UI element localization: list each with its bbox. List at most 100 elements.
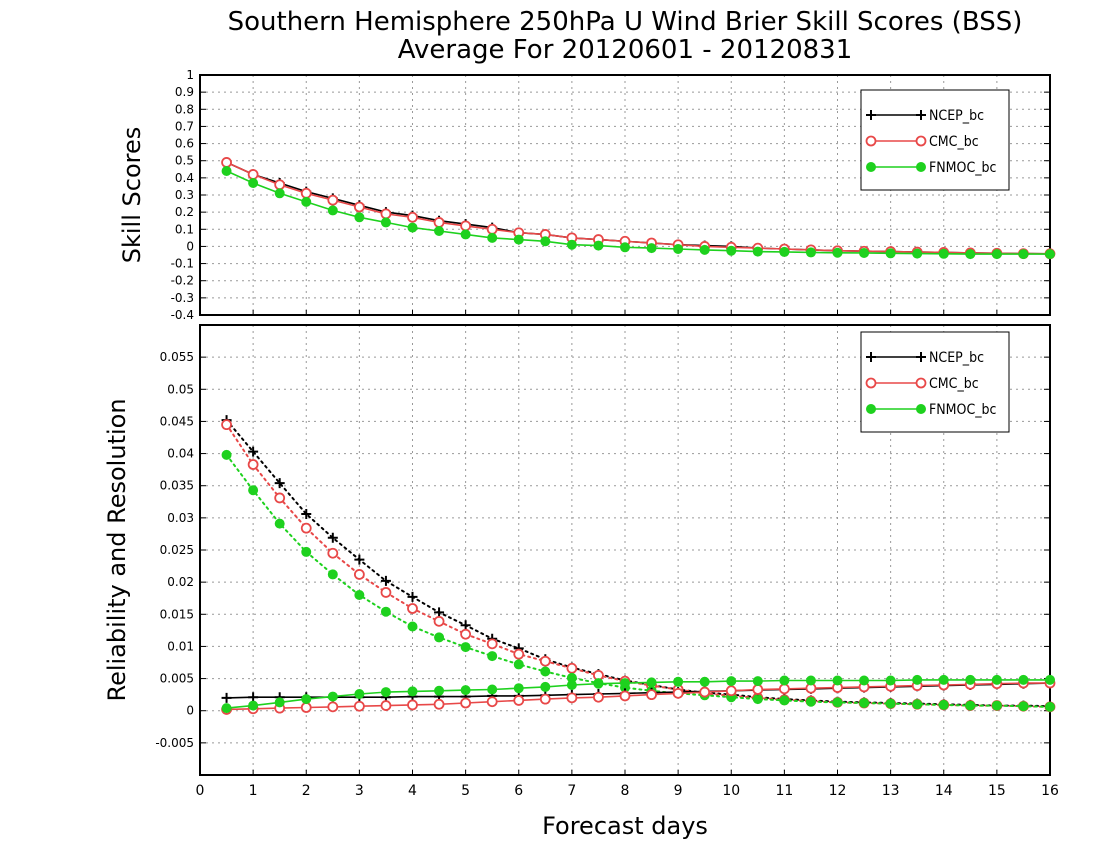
data-point-NCEP_bc bbox=[274, 478, 285, 489]
y-tick-label: 0.01 bbox=[167, 639, 194, 653]
data-point-CMC_bc bbox=[566, 692, 578, 704]
data-point-FNMOC_bc bbox=[779, 695, 790, 706]
y-axis-label: Reliability and Resolution bbox=[103, 398, 131, 701]
data-point-NCEP_bc bbox=[434, 607, 445, 618]
data-point-FNMOC_bc bbox=[540, 236, 551, 247]
legend: NCEP_bc CMC_bc FNMOC_bc bbox=[860, 331, 1010, 433]
data-point-CMC_bc bbox=[353, 700, 365, 712]
data-point-FNMOC_bc bbox=[593, 678, 604, 689]
legend-label-NCEP_bc: NCEP_bc bbox=[929, 108, 984, 124]
data-point-FNMOC_bc bbox=[248, 700, 259, 711]
y-tick-label: 0.03 bbox=[167, 511, 194, 525]
data-point-CMC_bc bbox=[752, 684, 764, 695]
data-point-CMC_bc bbox=[300, 187, 312, 199]
top-panel-skill-scores: -0.4 -0.3 -0.2 -0.1 0 0.1 0.2 0.3 0.4 0.5 0.6 0.7 0.… bbox=[118, 68, 1056, 322]
y-tick-label: 0.6 bbox=[175, 137, 194, 151]
data-point-FNMOC_bc bbox=[513, 234, 524, 245]
data-point-CMC_bc bbox=[619, 690, 631, 702]
data-point-FNMOC_bc bbox=[407, 621, 418, 632]
y-tick-label: 1 bbox=[186, 68, 194, 82]
data-point-FNMOC_bc bbox=[460, 229, 471, 240]
data-point-FNMOC_bc bbox=[460, 685, 471, 696]
data-point-FNMOC_bc bbox=[380, 687, 391, 698]
x-tick-label: 10 bbox=[722, 783, 740, 799]
x-axis-label: Forecast days bbox=[542, 812, 708, 840]
y-tick-label: 0.005 bbox=[160, 672, 194, 686]
data-point-legend-FNMOC_bc bbox=[866, 162, 876, 172]
data-point-legend-FNMOC_bc bbox=[866, 404, 876, 414]
data-point-FNMOC_bc bbox=[487, 651, 498, 662]
data-point-FNMOC_bc bbox=[832, 697, 843, 708]
y-tick-label: 0.5 bbox=[175, 154, 194, 168]
data-point-CMC_bc bbox=[433, 615, 445, 627]
data-point-CMC_bc bbox=[274, 179, 286, 191]
x-tick-label: 16 bbox=[1041, 783, 1059, 799]
data-point-FNMOC_bc bbox=[991, 700, 1002, 711]
y-tick-label: 0.015 bbox=[160, 607, 194, 621]
data-point-FNMOC_bc bbox=[832, 247, 843, 258]
series-line-FNMOC_bc bbox=[225, 453, 1051, 708]
data-point-FNMOC_bc bbox=[540, 666, 551, 677]
y-tick-label: 0.2 bbox=[175, 205, 194, 219]
y-tick-label: -0.005 bbox=[155, 736, 194, 750]
x-tick-label: 5 bbox=[461, 783, 470, 799]
y-tick-label: 0.02 bbox=[167, 575, 194, 589]
data-point-FNMOC_bc bbox=[221, 166, 232, 176]
data-point-CMC_bc bbox=[539, 693, 551, 705]
data-point-CMC_bc bbox=[566, 662, 578, 674]
data-point-FNMOC_bc bbox=[327, 569, 338, 580]
y-tick-label: 0.7 bbox=[175, 119, 194, 133]
data-point-FNMOC_bc bbox=[965, 249, 976, 260]
data-point-FNMOC_bc bbox=[513, 683, 524, 694]
data-point-CMC_bc bbox=[353, 569, 365, 580]
legend-label-NCEP_bc: NCEP_bc bbox=[929, 350, 984, 366]
x-tick-label: 7 bbox=[567, 783, 576, 799]
data-point-FNMOC_bc bbox=[301, 546, 312, 557]
data-point-FNMOC_bc bbox=[885, 248, 896, 259]
data-point-NCEP_bc bbox=[248, 692, 259, 703]
y-tick-label: 0.1 bbox=[175, 222, 194, 236]
x-tick-label: 0 bbox=[196, 783, 205, 799]
data-point-NCEP_bc bbox=[354, 554, 365, 565]
data-point-CMC_bc bbox=[221, 419, 232, 431]
data-point-FNMOC_bc bbox=[380, 606, 391, 617]
y-tick-label: 0.3 bbox=[175, 188, 194, 202]
data-point-CMC_bc bbox=[407, 211, 418, 223]
plot-frame bbox=[199, 74, 1051, 316]
data-point-FNMOC_bc bbox=[248, 485, 259, 496]
data-point-FNMOC_bc bbox=[434, 685, 445, 696]
series-line-NCEP_bc bbox=[225, 419, 1051, 708]
data-point-FNMOC_bc bbox=[859, 675, 870, 686]
data-point-FNMOC_bc bbox=[965, 674, 976, 685]
data-point-FNMOC_bc bbox=[912, 248, 923, 259]
series-NCEP_bc-solid bbox=[221, 678, 1055, 703]
data-point-FNMOC_bc bbox=[991, 249, 1002, 260]
data-point-CMC_bc bbox=[327, 547, 339, 559]
data-point-CMC_bc bbox=[486, 696, 498, 708]
data-point-CMC_bc bbox=[699, 686, 711, 698]
data-point-CMC_bc bbox=[247, 459, 259, 470]
y-tick-label: 0.055 bbox=[160, 350, 194, 364]
data-point-FNMOC_bc bbox=[301, 196, 312, 207]
data-point-FNMOC_bc bbox=[859, 698, 870, 708]
data-point-FNMOC_bc bbox=[434, 226, 445, 236]
data-point-NCEP_bc bbox=[380, 575, 391, 586]
x-tick-label: 8 bbox=[621, 783, 630, 799]
legend: NCEP_bc CMC_bc FNMOC_bc bbox=[860, 89, 1010, 191]
data-point-CMC_bc bbox=[300, 702, 312, 713]
data-point-FNMOC_bc bbox=[380, 217, 391, 228]
y-tick-label: 0.04 bbox=[167, 447, 194, 461]
series-FNMOC_bc-solid bbox=[221, 674, 1055, 714]
data-point-CMC_bc bbox=[327, 194, 339, 206]
x-tick-label: 15 bbox=[988, 783, 1006, 799]
data-point-FNMOC_bc bbox=[354, 212, 365, 223]
data-point-FNMOC_bc bbox=[327, 205, 338, 216]
data-point-CMC_bc bbox=[327, 701, 339, 713]
data-point-FNMOC_bc bbox=[513, 659, 524, 670]
data-point-legend-CMC_bc bbox=[915, 377, 927, 389]
series-FNMOC_bc-solid bbox=[221, 166, 1055, 260]
data-point-CMC_bc bbox=[380, 208, 392, 220]
legend-label-FNMOC_bc: FNMOC_bc bbox=[929, 402, 997, 418]
y-tick-label: -0.2 bbox=[171, 274, 194, 288]
